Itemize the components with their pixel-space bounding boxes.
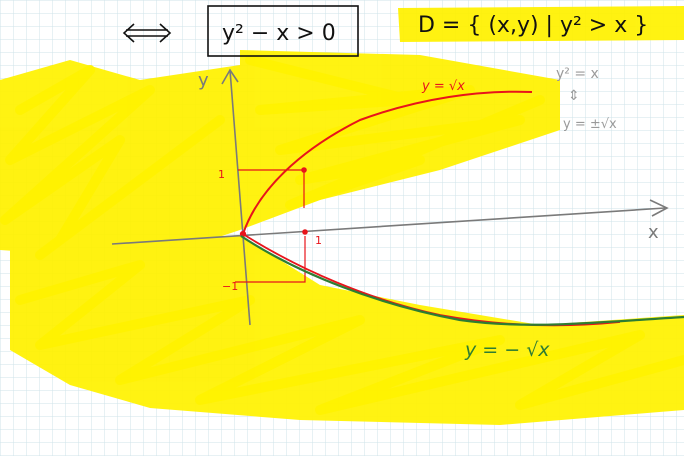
y-axis-label: y [198, 70, 209, 91]
double-arrow-icon: ⇕ [568, 88, 580, 104]
label-lower-curve: y = − √x [464, 339, 550, 361]
x-axis-label: x [648, 222, 659, 243]
tick-one-x: 1 [315, 234, 322, 247]
highlight-domain-text [398, 6, 684, 42]
x-axis [111, 207, 666, 245]
highlight-stroke-upper [245, 55, 545, 210]
equivalence-icon [122, 23, 172, 43]
curve-sqrt-positive [242, 90, 533, 235]
inequality-box [207, 5, 359, 57]
highlight-stroke-lower [15, 260, 684, 415]
point-1-1 [301, 167, 307, 173]
point-1-minus1 [302, 229, 308, 235]
note-square-equation: y² = x [556, 66, 599, 82]
y-axis-arrowhead [221, 68, 239, 85]
label-upper-curve: y = √x [421, 79, 465, 94]
note-root-equation: y = ±√x [563, 117, 617, 132]
highlight-stroke-left [0, 65, 225, 260]
highlight-strokes [0, 55, 684, 415]
guide-lower [235, 236, 306, 283]
domain-definition: D = { (x,y) | y² > x } [418, 13, 648, 38]
x-axis-arrowhead [649, 199, 669, 217]
tick-one-y: 1 [218, 168, 225, 181]
tick-minus-one: −1 [222, 280, 238, 293]
curve-sqrt-negative-green [240, 235, 684, 326]
inequality-text: y² − x > 0 [222, 21, 336, 46]
